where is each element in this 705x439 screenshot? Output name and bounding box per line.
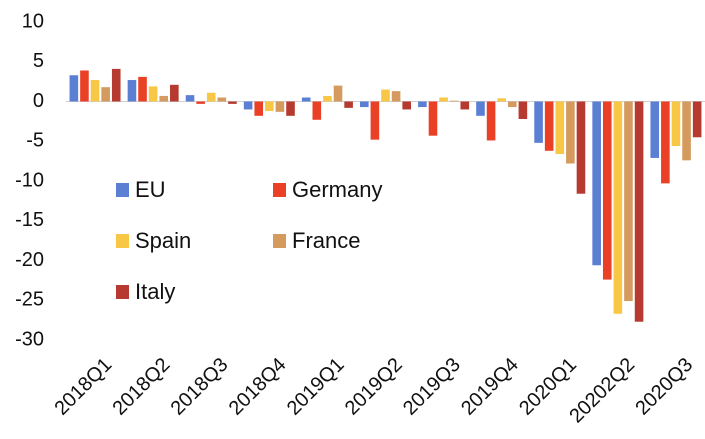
x-tick-label: 2018Q1 (50, 354, 116, 420)
bar (228, 101, 237, 104)
bar (90, 80, 100, 102)
legend-label: France (292, 228, 360, 253)
x-tick-label: 2020Q3 (631, 354, 697, 420)
bar (243, 101, 253, 110)
legend-swatch (116, 183, 129, 197)
bar (476, 101, 485, 116)
x-tick-label: 2018Q2 (109, 354, 175, 420)
bar (80, 70, 89, 102)
bar (170, 84, 179, 102)
bar (217, 97, 227, 102)
y-tick-label: 10 (22, 10, 44, 32)
bar (360, 101, 369, 108)
bar (148, 86, 158, 102)
x-tick-label: 2019Q4 (457, 354, 523, 420)
y-tick-label: -25 (15, 289, 44, 311)
bar (534, 101, 543, 143)
bar (692, 101, 702, 138)
bar (127, 80, 137, 102)
legend-label: Italy (135, 279, 175, 304)
y-tick-label: -10 (15, 169, 44, 191)
bar (576, 101, 586, 194)
bar (518, 101, 528, 119)
legend-label: Spain (135, 228, 191, 253)
bar (682, 101, 691, 161)
bar (507, 101, 517, 108)
bar (671, 101, 681, 147)
bar (602, 101, 612, 280)
bar (460, 101, 470, 110)
bar (185, 95, 195, 102)
y-tick-label: -30 (15, 328, 44, 350)
y-tick-label: 5 (33, 50, 44, 72)
bar (661, 101, 670, 184)
bar (196, 101, 205, 104)
bar (613, 101, 623, 314)
bar (544, 101, 554, 151)
bar (111, 68, 121, 102)
bar (650, 101, 660, 158)
y-tick-label: -5 (26, 130, 44, 152)
bar (391, 91, 401, 102)
bar (344, 101, 353, 108)
bar (418, 101, 427, 108)
bar (101, 87, 110, 102)
x-tick-label: 2018Q3 (167, 354, 233, 420)
bar (286, 101, 295, 116)
y-tick-label: -20 (15, 249, 44, 271)
bar (634, 101, 644, 322)
bar (159, 95, 169, 102)
bar (333, 85, 343, 102)
bar (275, 101, 285, 112)
bar (323, 95, 332, 102)
bar (381, 89, 390, 102)
bar (486, 101, 496, 141)
bar (312, 101, 322, 120)
bar (449, 100, 459, 102)
legend-swatch (116, 234, 129, 248)
bar (370, 101, 380, 140)
bar (555, 101, 565, 154)
x-tick-label: 2018Q4 (225, 354, 291, 420)
legend-label: Germany (292, 177, 382, 202)
x-tick-label: 2019Q2 (341, 354, 407, 420)
x-tick-label: 2019Q3 (399, 354, 465, 420)
bar (566, 101, 575, 164)
y-tick-label: 0 (33, 90, 44, 112)
bar (265, 101, 274, 112)
bar (301, 97, 311, 102)
legend-swatch (116, 285, 129, 299)
bar (69, 75, 79, 102)
bar (402, 101, 411, 110)
x-tick-label: 2019Q1 (283, 354, 349, 420)
bar (206, 92, 216, 102)
bar (138, 76, 147, 102)
bar (497, 98, 506, 102)
bar (624, 101, 633, 302)
legend-label: EU (135, 177, 166, 202)
bar (254, 101, 264, 116)
legend-swatch (273, 234, 286, 248)
y-tick-label: -15 (15, 209, 44, 231)
legend-swatch (273, 183, 286, 197)
bar (592, 101, 601, 266)
bar (428, 101, 438, 136)
bar (439, 97, 448, 102)
